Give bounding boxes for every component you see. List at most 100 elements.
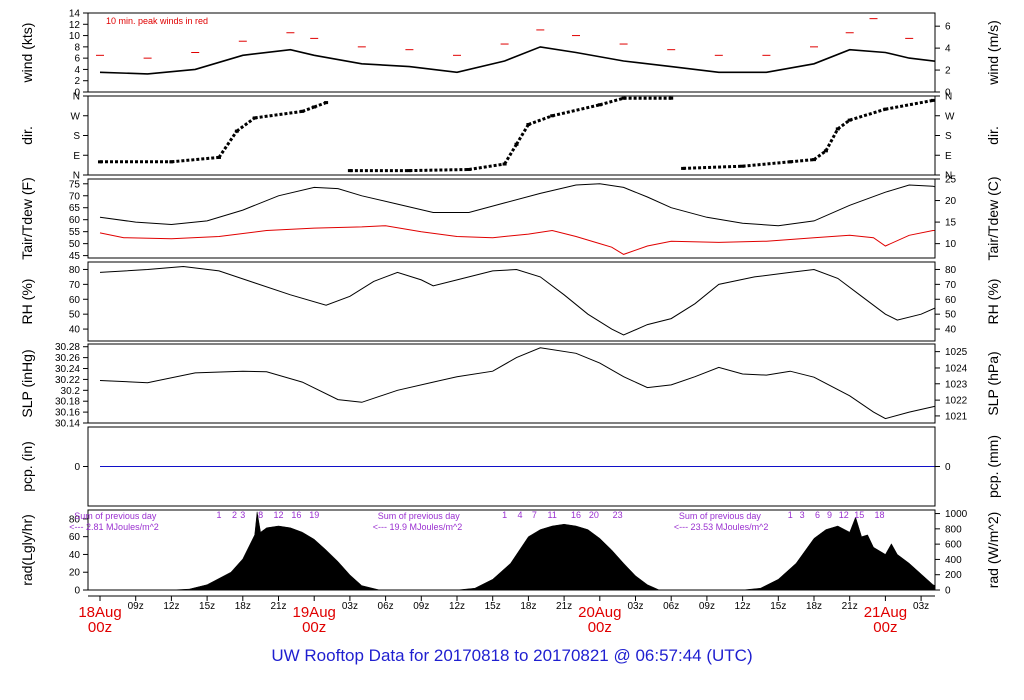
y-tick-label: 8 [74,42,80,53]
y-tick-label: 60 [69,295,81,306]
y2-tick-label: W [945,111,955,122]
hour-mark-label: 1 [788,510,793,520]
y2-tick-label: 25 [945,175,957,186]
peak-wind-note: 10 min. peak winds in red [106,16,208,26]
hour-mark-label: 15 [854,510,864,520]
x-tick-label: 03z [627,601,643,612]
daily-sum-label: Sum of previous day [74,511,157,521]
x-tick-label: 12z [449,601,465,612]
hour-mark-label: 7 [532,510,537,520]
y2-tick-label: 40 [945,325,957,336]
y-tick-label: 75 [69,179,81,190]
dir-point [931,98,935,102]
x-tick-label: 21z [270,601,286,612]
dir-point [847,118,852,122]
y-tick-label: 30.18 [55,397,80,408]
y-axis-label: RH (%) [19,279,35,325]
y2-tick-label: 20 [945,196,957,207]
x-tick-label: 03z [342,601,358,612]
series-line-tdew [99,225,935,255]
y2-tick-label: 80 [945,265,957,276]
hour-mark-label: 12 [839,510,849,520]
y-axis-label: dir. [19,126,35,145]
y2-tick-label: 2 [945,66,951,77]
y2-tick-label: 6 [945,22,951,33]
y-tick-label: W [71,111,81,122]
y2-tick-label: 1023 [945,379,968,390]
date-label-hour: 00z [588,619,612,636]
panel-frame [87,95,936,176]
y2-tick-label: 600 [945,540,962,551]
hour-mark-label: 19 [309,510,319,520]
y2-axis-label: Tair/Tdew (C) [985,176,1001,260]
y-tick-label: 4 [74,65,80,76]
y-tick-label: 50 [69,239,81,250]
y-tick-label: 14 [69,9,81,20]
y2-tick-label: 1024 [945,363,968,374]
date-label: 18Aug [78,604,121,621]
daily-sum-value: <--- 2.81 MJoules/m^2 [69,522,159,532]
hour-mark-label: 16 [571,510,581,520]
dir-point [526,123,531,127]
date-label: 19Aug [293,604,336,621]
y2-tick-label: S [945,131,952,142]
y-tick-label: 65 [69,203,81,214]
hour-mark-label: 3 [800,510,805,520]
hour-mark-label: 2 [232,510,237,520]
panel-frame [87,178,936,259]
series-line-tair [99,183,935,227]
x-tick-label: 06z [663,601,679,612]
y-tick-label: 70 [69,191,81,202]
x-tick-label: 15z [485,601,501,612]
hour-mark-label: 18 [874,510,884,520]
x-tick-label: 18z [806,601,822,612]
series-line-wind-direction [100,96,934,173]
y-tick-label: 30.2 [61,386,81,397]
y2-tick-label: 50 [945,310,957,321]
y2-axis-label: rad (W/m^2) [985,512,1001,589]
x-tick-label: 09z [128,601,144,612]
date-label: 20Aug [578,604,621,621]
x-tick-label: 09z [699,601,715,612]
y-tick-label: 60 [69,215,81,226]
x-tick-label: 03z [913,601,929,612]
hour-mark-label: 23 [613,510,623,520]
daily-sum-value: <--- 19.9 MJoules/m^2 [373,522,463,532]
hour-mark-label: 8 [258,510,263,520]
hour-mark-label: 4 [518,510,523,520]
y2-tick-label: 1022 [945,396,968,407]
panel-frame [87,12,936,93]
y2-tick-label: N [945,92,952,103]
y2-tick-label: 1021 [945,411,968,422]
hour-mark-label: 3 [240,510,245,520]
y-tick-label: N [73,171,80,182]
y-tick-label: 40 [69,325,81,336]
date-label-hour: 00z [302,619,326,636]
y-tick-label: 45 [69,251,81,262]
panel-frame [87,343,936,424]
series-group-wind [96,18,935,75]
y2-tick-label: 0 [945,586,951,597]
chart-title: UW Rooftop Data for 20170818 to 20170821… [271,646,753,665]
hour-mark-label: 1 [216,510,221,520]
x-tick-label: 21z [842,601,858,612]
y-tick-label: 30.14 [55,419,80,430]
date-label: 21Aug [864,604,907,621]
y-tick-label: 2 [74,76,80,87]
dir-point [466,168,471,172]
x-tick-label: 12z [163,601,179,612]
y-tick-label: 30.26 [55,353,80,364]
x-tick-label: 21z [556,601,572,612]
y-tick-label: 70 [69,280,81,291]
panel-frame [87,509,936,591]
y-tick-label: 0 [74,462,80,473]
hour-mark-label: 11 [548,510,557,520]
x-axis: 09z 12z 15z 18z 21z 03z 06z 09z 12z 15z 18z 21z 03z 0… [78,595,935,636]
x-tick-label: 15z [199,601,215,612]
y-axis-label: wind (kts) [19,23,35,84]
series-area-solar-radiation [171,511,935,590]
